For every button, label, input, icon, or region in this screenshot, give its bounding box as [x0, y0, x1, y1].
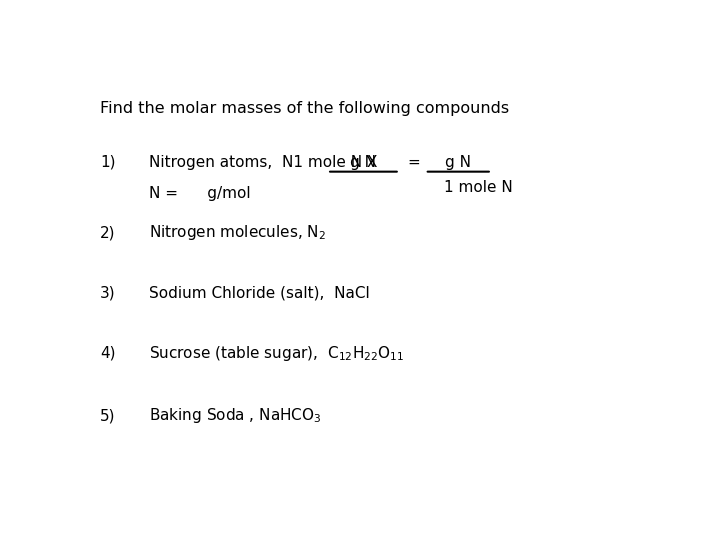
Text: g N: g N — [351, 154, 377, 170]
Text: Sucrose (table sugar),  C$_{12}$H$_{22}$O$_{11}$: Sucrose (table sugar), C$_{12}$H$_{22}$O… — [148, 344, 404, 363]
Text: 2): 2) — [100, 225, 115, 240]
Text: N =      g/mol: N = g/mol — [148, 186, 251, 201]
Text: Sodium Chloride (salt),  NaCl: Sodium Chloride (salt), NaCl — [148, 286, 369, 301]
Text: 3): 3) — [100, 286, 116, 301]
Text: 4): 4) — [100, 346, 115, 361]
Text: 5): 5) — [100, 408, 115, 423]
Text: 1 mole N: 1 mole N — [444, 180, 513, 195]
Text: g N: g N — [445, 154, 472, 170]
Text: 1): 1) — [100, 154, 115, 170]
Text: Nitrogen atoms,  N1 mole N X: Nitrogen atoms, N1 mole N X — [148, 154, 377, 170]
Text: =: = — [407, 154, 420, 170]
Text: Find the molar masses of the following compounds: Find the molar masses of the following c… — [100, 100, 509, 116]
Text: Baking Soda , NaHCO$_3$: Baking Soda , NaHCO$_3$ — [148, 406, 321, 426]
Text: Nitrogen molecules, N$_2$: Nitrogen molecules, N$_2$ — [148, 224, 325, 242]
